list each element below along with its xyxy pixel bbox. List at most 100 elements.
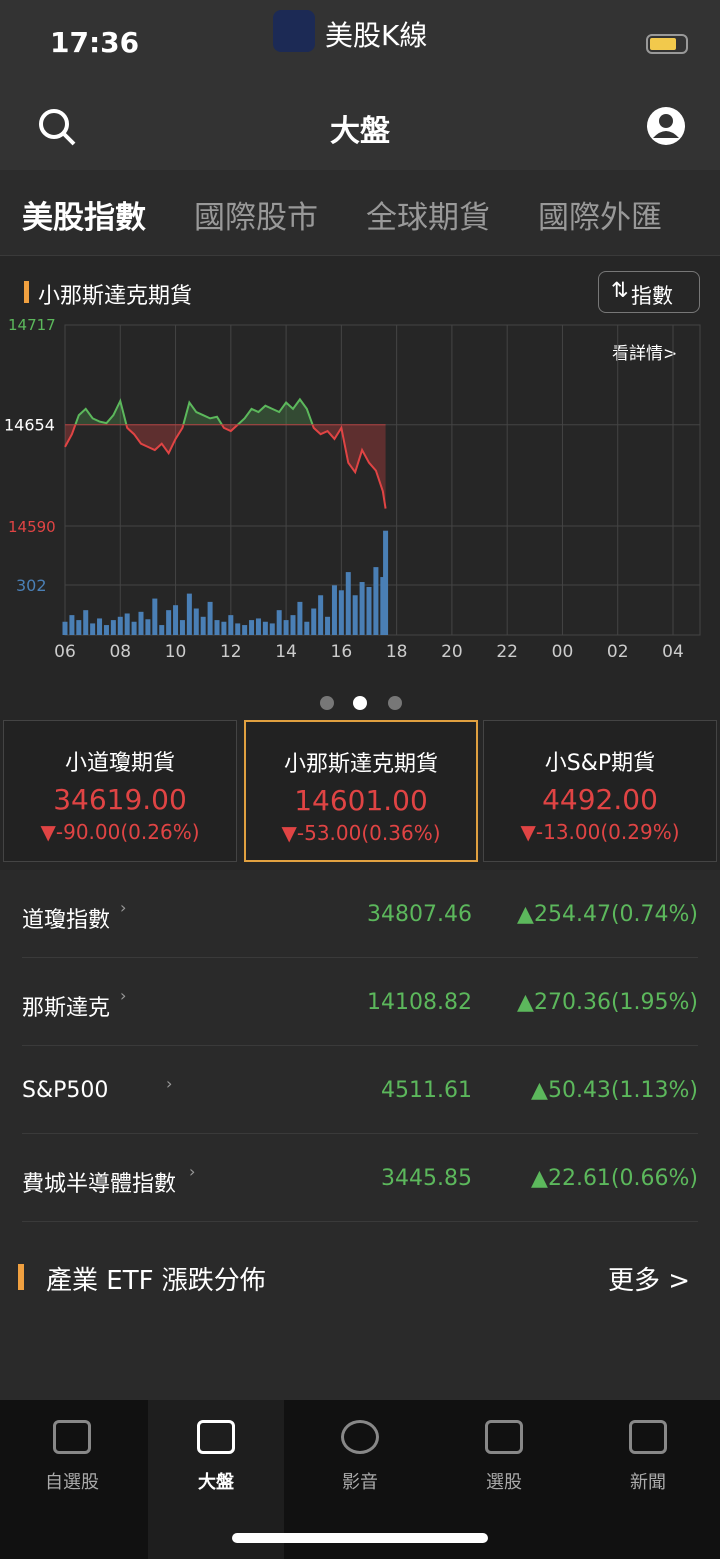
detail-link[interactable]: 看詳情>	[612, 344, 677, 364]
card-name: 小S&P期貨	[544, 751, 656, 776]
volume-bar	[124, 613, 130, 635]
volume-bar	[262, 621, 268, 635]
volume-bar	[276, 610, 282, 635]
x-tick-label: 04	[662, 642, 684, 662]
index-row[interactable]: 費城半導體指數 › 3445.85 ▲22.61(0.66%)	[22, 1134, 698, 1222]
volume-bar	[76, 620, 82, 635]
x-tick-label: 06	[54, 642, 76, 662]
index-row[interactable]: S&P500 › 4511.61 ▲50.43(1.13%)	[22, 1046, 698, 1134]
tab-icon	[341, 1420, 379, 1454]
index-name: 那斯達克	[22, 996, 111, 1021]
more-link[interactable]: 更多 >	[607, 1266, 690, 1296]
area-down	[65, 424, 386, 509]
intraday-chart: 看詳情> 06 08 10 12 14 16 18 20 22 00 02 04 14717 14654 1…	[4, 316, 701, 662]
volume-bar	[345, 572, 351, 635]
y2-tick-label: 302	[16, 576, 47, 595]
tab-icon	[629, 1420, 667, 1454]
card-price: 4492.00	[542, 783, 658, 816]
volume-bar	[373, 567, 379, 635]
volume-bar	[221, 621, 227, 635]
card-change: ▼-53.00(0.36%)	[281, 821, 441, 845]
volume-bar	[90, 623, 96, 635]
volume-bar	[103, 625, 109, 635]
toggle-button[interactable]: ⇅ 指數	[598, 271, 700, 313]
index-row[interactable]: 那斯達克 › 14108.82 ▲270.36(1.95%)	[22, 958, 698, 1046]
volume-bar	[331, 585, 337, 635]
bottom-tab[interactable]: 自選股	[0, 1400, 144, 1559]
profile-icon[interactable]	[646, 106, 686, 146]
tab-icon	[197, 1420, 235, 1454]
index-price: 34807.46	[367, 902, 472, 927]
volume-bar	[214, 620, 220, 635]
tab-label: 自選股	[45, 1472, 99, 1493]
volume-bar	[338, 590, 344, 635]
card-name: 小道瓊期貨	[64, 751, 175, 776]
volume-bar	[255, 618, 261, 635]
tab-label: 大盤	[198, 1472, 234, 1493]
future-card[interactable]: 小S&P期貨 4492.00 ▼-13.00(0.29%)	[483, 720, 717, 862]
volume-bar	[366, 586, 372, 635]
tab-icon	[485, 1420, 523, 1454]
volume-bar	[117, 616, 123, 635]
index-change: ▲254.47(0.74%)	[517, 902, 698, 927]
card-change: ▼-90.00(0.26%)	[40, 820, 200, 844]
volume-bar	[193, 608, 199, 635]
x-tick-label: 14	[275, 642, 297, 662]
x-tick-label: 08	[109, 642, 131, 662]
volume-bar	[110, 620, 116, 635]
x-tick-label: 10	[165, 642, 187, 662]
x-tick-label: 02	[607, 642, 629, 662]
volume-bar	[383, 530, 389, 635]
bottom-tab[interactable]: 大盤	[144, 1400, 288, 1559]
volume-bar	[159, 625, 165, 635]
tab[interactable]: 美股指數	[22, 200, 146, 236]
tab-label: 選股	[486, 1472, 522, 1493]
future-card[interactable]: 小道瓊期貨 34619.00 ▼-90.00(0.26%)	[3, 720, 237, 862]
x-tick-label: 18	[386, 642, 408, 662]
tab[interactable]: 國際股市	[194, 200, 318, 236]
bottom-tab[interactable]: 影音	[288, 1400, 432, 1559]
volume-bar	[138, 611, 144, 635]
volume-bar	[297, 601, 303, 635]
clock: 17:36	[50, 26, 140, 59]
x-tick-label: 12	[220, 642, 242, 662]
index-price: 14108.82	[367, 990, 472, 1015]
index-name: 費城半導體指數	[22, 1172, 177, 1197]
card-price: 34619.00	[53, 783, 187, 816]
future-card[interactable]: 小那斯達克期貨 14601.00 ▼-53.00(0.36%)	[244, 720, 478, 862]
bottom-tab[interactable]: 新聞	[576, 1400, 720, 1559]
app-name: 美股K線	[325, 19, 428, 52]
app-icon	[273, 10, 315, 52]
x-tick-label: 22	[496, 642, 518, 662]
volume-bar	[97, 618, 103, 635]
chart-title: 小那斯達克期貨	[38, 284, 193, 309]
volume-bar	[311, 608, 317, 635]
index-list: 道瓊指數 › 34807.46 ▲254.47(0.74%) 那斯達克 › 14108.82…	[0, 870, 720, 1400]
y-tick-label: 14590	[8, 518, 56, 536]
volume-bar	[242, 625, 248, 635]
index-row[interactable]: 道瓊指數 › 34807.46 ▲254.47(0.74%)	[22, 870, 698, 958]
volume-bar	[186, 593, 192, 635]
tab[interactable]: 國際外匯	[538, 200, 662, 236]
volume-bar	[325, 616, 331, 635]
volume-bar	[352, 595, 358, 635]
tab[interactable]: 全球期貨	[366, 200, 490, 236]
volume-bar	[179, 620, 185, 635]
volume-bar	[249, 620, 255, 635]
volume-bar	[269, 623, 275, 635]
x-tick-label: 20	[441, 642, 463, 662]
tab-label: 影音	[342, 1472, 378, 1493]
index-change: ▲22.61(0.66%)	[531, 1166, 698, 1191]
chevron: ›	[120, 986, 127, 1005]
index-change: ▲50.43(1.13%)	[531, 1078, 698, 1103]
area-up	[75, 399, 313, 425]
header	[0, 0, 720, 170]
index-name: S&P500	[22, 1078, 109, 1103]
search-icon[interactable]	[36, 106, 80, 150]
volume-bar	[359, 582, 365, 635]
volume-bar	[380, 577, 386, 635]
x-tick-label: 00	[552, 642, 574, 662]
volume-bar	[166, 610, 172, 635]
bottom-tab[interactable]: 選股	[432, 1400, 576, 1559]
